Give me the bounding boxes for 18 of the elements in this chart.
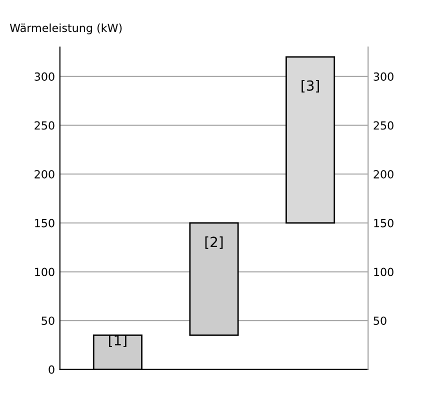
y-tick-label: 250 <box>34 121 54 130</box>
y-tick-label: 0 <box>48 365 54 374</box>
y-tick-label: 50 <box>42 316 54 325</box>
x-tick-label: [3] <box>302 80 319 92</box>
y-tick-label: 300 <box>34 72 54 81</box>
y2-tick-label: 300 <box>374 72 394 81</box>
y-axis-title: Wärmeleistung (kW) <box>10 24 122 34</box>
bar <box>189 222 239 336</box>
y2-tick-label: 200 <box>374 170 394 178</box>
x-tick-label: [2] <box>205 236 223 249</box>
y2-tick-label: 250 <box>374 121 394 130</box>
bar <box>286 56 336 224</box>
y-tick-label: 150 <box>35 218 54 228</box>
y2-tick-label: 50 <box>374 316 386 325</box>
y-tick-label: 100 <box>35 268 54 276</box>
y2-tick-label: 150 <box>374 218 394 228</box>
y-tick-label: 200 <box>34 170 54 178</box>
y2-tick-label: 100 <box>374 268 394 276</box>
